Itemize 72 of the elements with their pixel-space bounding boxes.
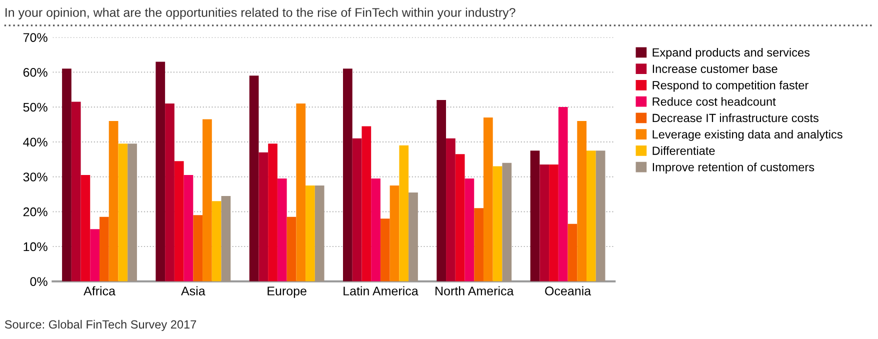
y-tick-label: 0% (30, 277, 48, 286)
legend-label: Respond to competition faster (652, 80, 808, 92)
y-tick-label: 10% (24, 242, 48, 252)
bar (156, 62, 166, 282)
y-tick-label: 20% (23, 207, 48, 216)
bar (193, 215, 203, 282)
bar (249, 76, 259, 282)
bar (108, 120, 118, 282)
y-tick-label: 30% (23, 172, 48, 182)
bar (446, 138, 456, 282)
bar (62, 68, 72, 282)
bar (352, 138, 362, 282)
bar (202, 119, 212, 282)
bar (399, 145, 409, 282)
bar (390, 185, 400, 282)
bar (286, 216, 296, 282)
bar (174, 161, 184, 282)
legend-label: Improve retention of customers (652, 162, 814, 174)
y-tick-label: 40% (23, 138, 48, 147)
bar (586, 150, 596, 282)
bar (258, 152, 268, 282)
bar (128, 144, 137, 282)
bar (184, 175, 194, 282)
bar (380, 218, 390, 282)
bar (492, 166, 502, 282)
legend-label: Decrease IT infrastructure costs (652, 114, 818, 122)
x-tick-label: Asia (181, 286, 206, 296)
bar (502, 162, 512, 282)
bar (165, 104, 174, 282)
x-tick-label: Oceania (545, 286, 592, 296)
bar (314, 185, 324, 282)
bar (80, 175, 90, 282)
legend-label: Differentiate (652, 146, 715, 155)
bar (362, 126, 372, 282)
y-tick-label: 70% (23, 33, 48, 42)
bar (371, 178, 380, 282)
legend-label: Increase customer base (652, 64, 778, 74)
legend-label: Leverage existing data and analytics (652, 130, 842, 141)
source-note: Source: Global FinTech Survey 2017 (4, 320, 196, 331)
bar (464, 178, 474, 282)
bar (474, 208, 484, 282)
bar (436, 100, 446, 282)
x-tick-label: Africa (84, 286, 116, 296)
legend-label: Reduce cost headcount (652, 97, 776, 106)
bar (90, 229, 100, 282)
legend-label: Expand products and services (652, 48, 810, 59)
bar (568, 224, 578, 282)
bar (577, 120, 587, 282)
bar (221, 196, 231, 282)
x-tick-label: North America (436, 286, 514, 296)
bar (343, 68, 352, 282)
x-tick-label: Latin America (344, 286, 418, 296)
bar (100, 216, 109, 282)
bar (277, 178, 287, 282)
y-tick-label: 60% (23, 68, 48, 77)
bar (268, 144, 278, 282)
bar (118, 144, 128, 282)
bar (483, 117, 493, 282)
bar (212, 201, 222, 282)
chart-title: In your opinion, what are the opportunities related to the rise of FinTech within your industry? (6, 8, 516, 20)
bar (596, 150, 606, 282)
bar (408, 192, 418, 282)
bar (455, 154, 465, 282)
bar (530, 150, 540, 282)
bar (306, 185, 315, 282)
x-tick-label: Europe (268, 286, 306, 298)
bar (540, 164, 550, 282)
y-tick-label: 50% (23, 102, 48, 112)
bar (558, 107, 568, 282)
bar (296, 104, 306, 282)
bar (71, 102, 81, 282)
bar (549, 164, 558, 282)
